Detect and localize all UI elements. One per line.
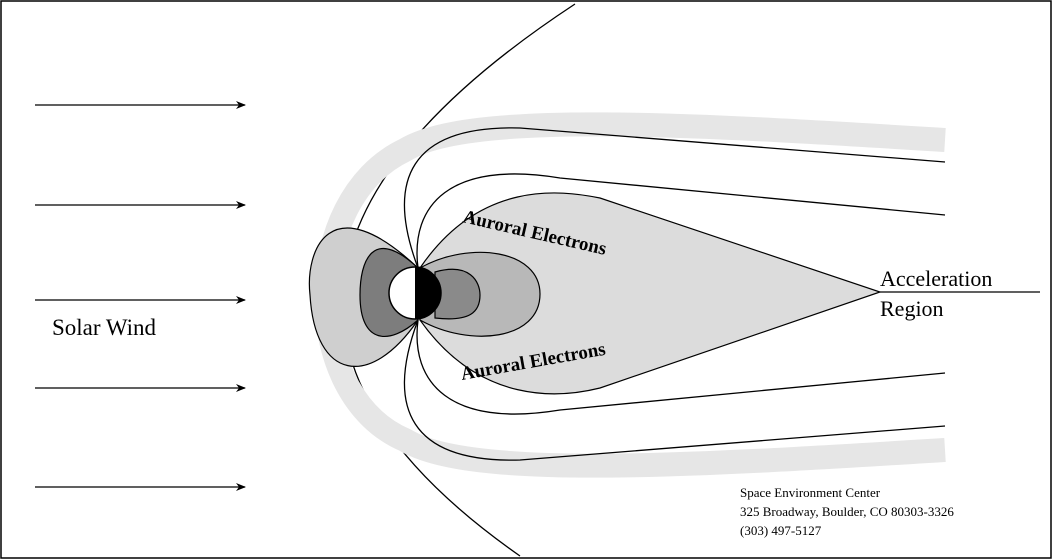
credit-name: Space Environment Center bbox=[740, 485, 881, 500]
solar-wind-arrows bbox=[35, 101, 246, 491]
plasma-sheet bbox=[419, 192, 882, 395]
earth bbox=[388, 266, 442, 320]
field-lines bbox=[403, 127, 1040, 461]
label-solar-wind: Solar Wind bbox=[52, 315, 157, 340]
label-region: Region bbox=[880, 296, 944, 321]
credit-phone: (303) 497-5127 bbox=[740, 523, 822, 538]
nightside-inner-loop bbox=[434, 268, 481, 320]
label-acceleration: Acceleration bbox=[880, 266, 992, 291]
credit-address: 325 Broadway, Boulder, CO 80303-3326 bbox=[740, 504, 954, 519]
